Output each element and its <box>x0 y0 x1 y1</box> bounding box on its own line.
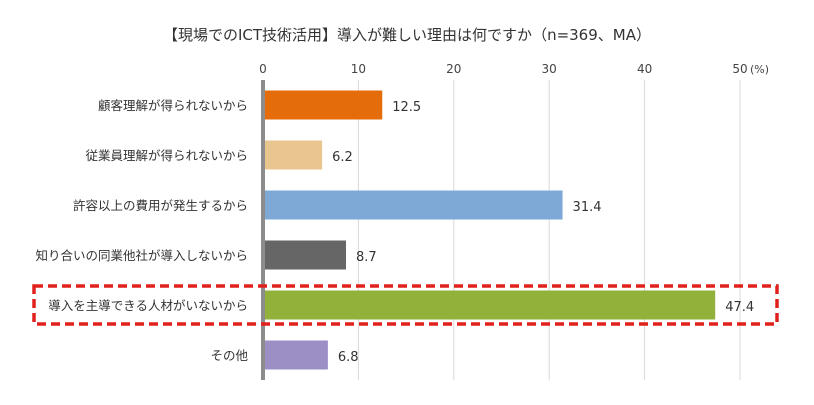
bar <box>263 140 323 170</box>
value-label: 12.5 <box>392 100 421 115</box>
x-tick-label: 0 <box>259 62 267 76</box>
value-label: 6.8 <box>338 350 359 365</box>
highlight-box <box>32 284 779 326</box>
x-tick-label: 50 <box>732 62 747 76</box>
value-label: 6.2 <box>332 150 353 165</box>
chart-title: 【現場でのICT技術活用】導入が難しい理由は何ですか（n=369、MA） <box>163 26 651 44</box>
bar <box>263 290 716 320</box>
x-tick-label: 40 <box>637 62 652 76</box>
x-tick-label: 20 <box>446 62 461 76</box>
category-label: 顧客理解が得られないから <box>98 98 248 113</box>
value-label: 47.4 <box>725 300 754 315</box>
category-label: 許容以上の費用が発生するから <box>73 198 248 213</box>
bar <box>263 240 346 270</box>
value-label: 31.4 <box>573 200 602 215</box>
category-label: 従業員理解が得られないから <box>85 148 248 163</box>
value-label: 8.7 <box>356 250 377 265</box>
bar <box>263 190 563 220</box>
category-label: その他 <box>210 348 248 363</box>
x-tick-label: 30 <box>542 62 557 76</box>
bar <box>263 340 328 370</box>
bar <box>263 90 383 120</box>
category-label: 知り合いの同業他社が導入しないから <box>35 248 248 263</box>
x-tick-label: 10 <box>351 62 366 76</box>
x-unit-label: (%) <box>750 63 769 76</box>
category-label: 導入を主導できる人材がいないから <box>48 298 248 313</box>
